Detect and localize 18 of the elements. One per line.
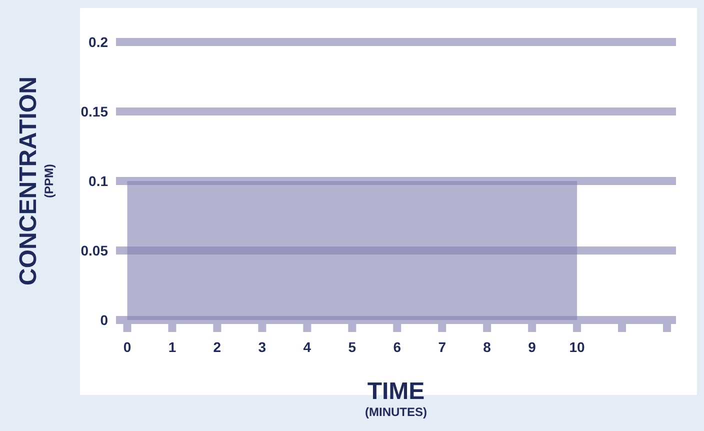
x-tick-label: 1 bbox=[168, 339, 176, 355]
y-tick-label: 0 bbox=[100, 312, 108, 328]
x-tick-label: 5 bbox=[348, 339, 356, 355]
x-tick-label: 8 bbox=[483, 339, 492, 355]
x-tick-label: 7 bbox=[438, 339, 446, 355]
y-tick-label: 0.2 bbox=[88, 34, 108, 50]
y-tick-label: 0.15 bbox=[80, 103, 108, 120]
x-tick-label: 0 bbox=[123, 339, 132, 355]
x-tick-label: 3 bbox=[258, 339, 266, 355]
y-tick-label: 0.05 bbox=[80, 242, 108, 258]
x-axis-title: TIME (MINUTES) bbox=[364, 378, 428, 419]
y-axis-title: CONCENTRATION (PPM) bbox=[15, 76, 56, 286]
x-tick-label: 6 bbox=[393, 339, 402, 355]
y-tick-label: 0.1 bbox=[88, 172, 108, 189]
x-tick-label: 2 bbox=[213, 339, 222, 355]
x-tick-label: 4 bbox=[303, 339, 312, 355]
x-tick-label: 9 bbox=[528, 339, 536, 355]
x-tick-label: 10 bbox=[569, 339, 586, 355]
